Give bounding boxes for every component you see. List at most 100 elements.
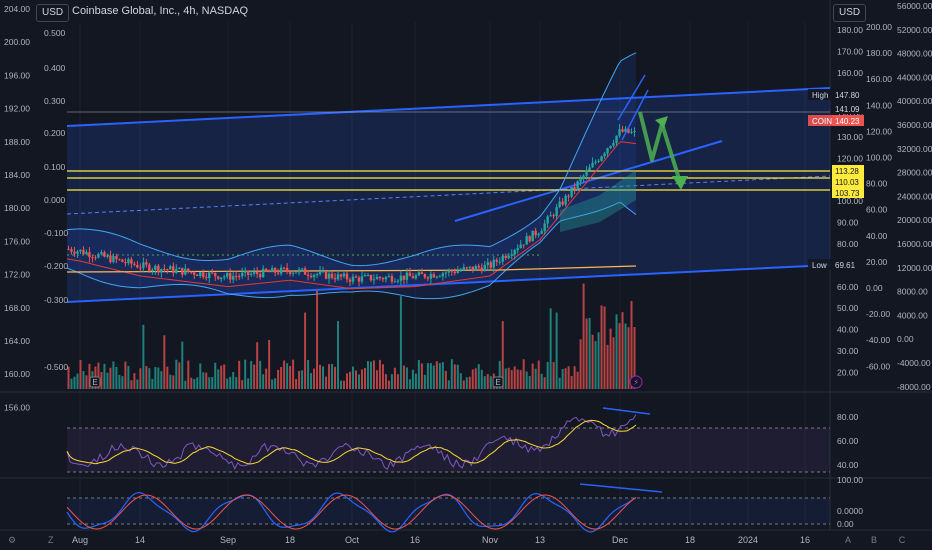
candle-body (321, 270, 325, 272)
volume-bar (319, 364, 322, 389)
volume-bar (316, 290, 319, 389)
volume-bar (256, 342, 259, 389)
volume-bar (172, 375, 175, 389)
volume-bar (130, 380, 133, 389)
volume-bar (175, 359, 178, 389)
candle-body (384, 276, 388, 280)
earnings-marker (89, 376, 101, 388)
candle-body (312, 274, 316, 278)
candle-body (327, 273, 331, 279)
axis-label-left: 0.500 (44, 28, 66, 38)
candle-body (489, 262, 492, 268)
axis-label-left: 0.400 (44, 63, 66, 73)
axis-label-right-3: 4000.00 (897, 310, 928, 320)
candle-body (429, 274, 433, 279)
channel-upper-line (66, 87, 831, 127)
candle-body (354, 276, 358, 278)
price-tag-bg (832, 103, 864, 114)
axis-label-price: 90.00 (837, 218, 859, 228)
volume-bar (136, 379, 139, 389)
axis-label-right-2: 100.00 (866, 153, 892, 163)
volume-bar (88, 363, 91, 389)
moving-average-red (66, 141, 637, 290)
time-axis-label: 14 (135, 535, 145, 545)
volume-bar (474, 368, 477, 389)
volume-bar (73, 376, 76, 389)
candle-body (255, 271, 259, 275)
volume-bar (591, 334, 594, 389)
candle-body (279, 267, 283, 274)
volume-bar (349, 371, 351, 389)
volume-bar (471, 369, 474, 389)
volume-bar (103, 363, 106, 389)
volume-bar (381, 364, 384, 389)
candle-body (582, 175, 585, 179)
candle-body (447, 270, 451, 273)
volume-bar (510, 370, 513, 389)
volume-bar (196, 377, 199, 389)
volume-bar (513, 366, 516, 389)
volume-bar (522, 359, 525, 389)
candle-body (184, 268, 187, 275)
candle-body (294, 272, 298, 274)
volume-bar (633, 326, 636, 389)
axis-label-right-2: -40.00 (866, 335, 890, 345)
volume-bar (507, 367, 510, 389)
candle-body (531, 230, 534, 242)
candle-body (570, 187, 573, 197)
rsi-band (67, 428, 830, 472)
candle-body (202, 272, 205, 277)
volume-bar (211, 376, 214, 389)
time-axis-label: Oct (345, 535, 360, 545)
rsi-line (66, 414, 637, 470)
volume-bar (459, 373, 462, 389)
currency-button-right[interactable]: USD (833, 4, 867, 22)
currency-button-left[interactable]: USD (36, 4, 70, 22)
candle-body (405, 272, 409, 280)
axis-label-price: 30.00 (837, 346, 859, 356)
volume-bar (627, 327, 630, 389)
volume-bar (100, 372, 103, 389)
candle-body (366, 274, 370, 276)
volume-bar (549, 308, 552, 389)
candle-body (510, 254, 513, 256)
volume-bar (223, 364, 226, 389)
candle-body (555, 207, 558, 217)
volume-bar (573, 366, 576, 389)
axis-label-right-3: 48000.00 (897, 49, 932, 59)
candle-body (229, 273, 232, 280)
candle-body (88, 252, 91, 258)
price-tag-label: High (812, 91, 828, 100)
candle-body (588, 167, 591, 171)
stoch-divergence-line (579, 483, 663, 493)
candle-body (456, 270, 460, 274)
candle-body (396, 280, 400, 282)
candle-body (139, 267, 142, 269)
volume-bar (244, 359, 247, 389)
volume-bar (292, 359, 295, 389)
axis-label-right-3: 12000.00 (897, 263, 932, 273)
candle-body (94, 257, 97, 259)
toolbar-button-c: C (899, 535, 906, 545)
candle-body (603, 153, 606, 157)
candle-body (519, 244, 522, 249)
candle-body (291, 272, 295, 274)
volume-bar (504, 368, 507, 389)
volume-bar (253, 364, 256, 389)
volume-bar (298, 370, 301, 389)
candle-body (181, 267, 184, 275)
price-tag-label-bg (808, 115, 832, 126)
candle-body (540, 231, 543, 234)
volume-bar (283, 360, 286, 389)
volume-bar (375, 370, 378, 389)
candle-body (252, 271, 256, 274)
axis-label-stoch: 0.0000 (837, 506, 863, 516)
volume-bar (310, 373, 313, 389)
candle-body (564, 195, 567, 205)
volume-bar (396, 374, 399, 389)
candle-body (297, 269, 301, 273)
volume-bar (154, 367, 157, 389)
candle-body (342, 273, 346, 277)
volume-bar (280, 366, 283, 389)
